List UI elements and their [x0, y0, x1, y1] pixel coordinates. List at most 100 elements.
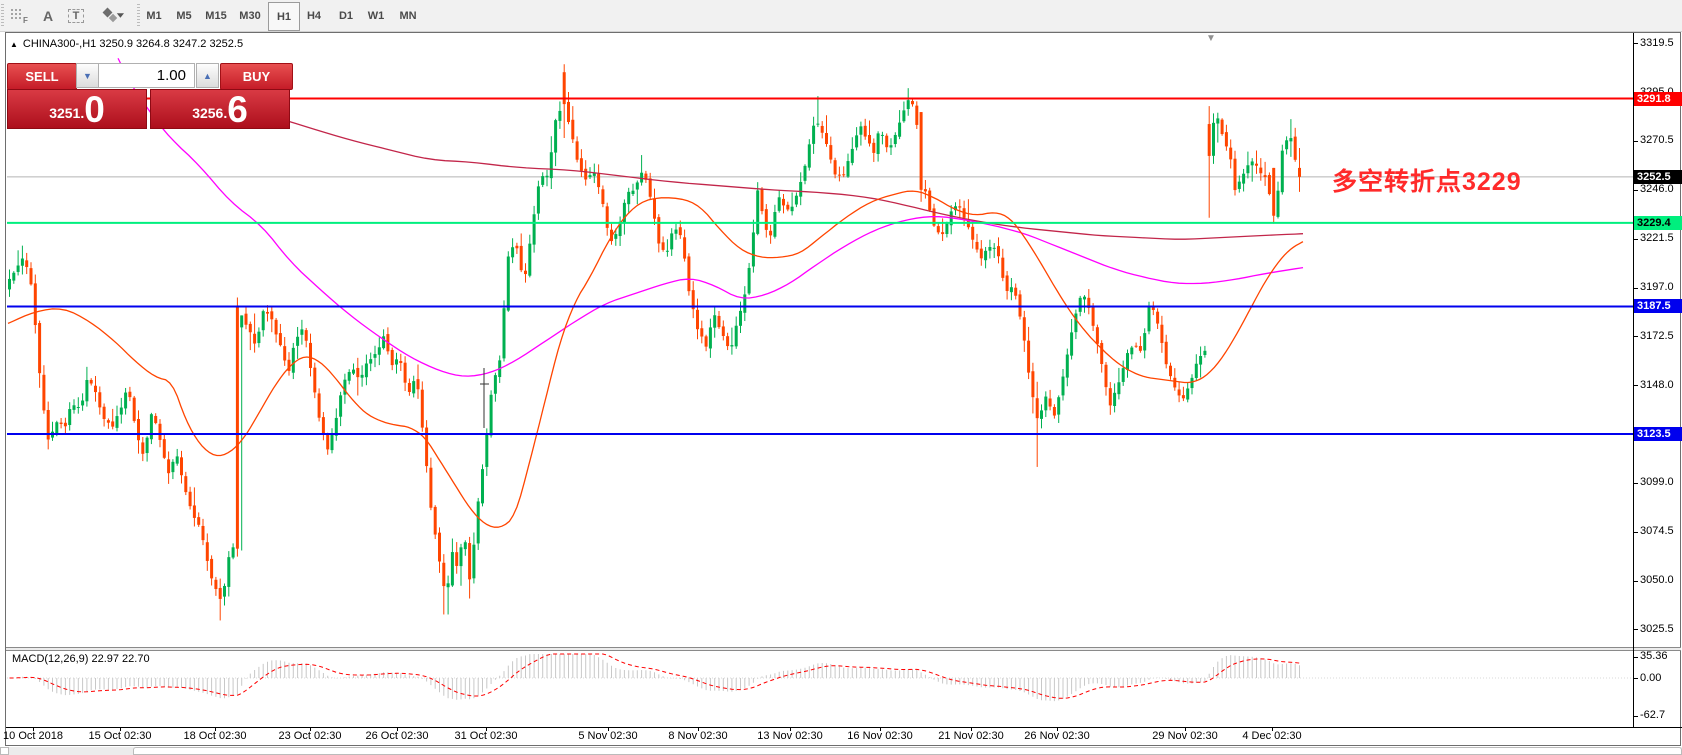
price-tick-dash: [1633, 287, 1638, 289]
price-level-label: 3229.4: [1634, 215, 1682, 230]
price-level-label: 3187.5: [1634, 299, 1682, 314]
timeframe-button-h1[interactable]: H1: [268, 2, 300, 31]
shapes-icon: [102, 7, 124, 22]
date-tick-dash: [698, 727, 699, 731]
price-chart-canvas[interactable]: [0, 33, 1682, 647]
price-tick-label: 3221.5: [1640, 232, 1674, 245]
one-click-trade-panel: SELL ▼ ▲ BUY 3251.0 3256.6: [7, 57, 293, 129]
macd-tick-dash: [1633, 656, 1638, 658]
price-level-label: 3252.5: [1634, 169, 1682, 184]
sell-price-main: 3251.: [49, 105, 85, 121]
date-tick-label: 4 Dec 02:30: [1242, 730, 1302, 742]
date-tick-dash: [1057, 727, 1058, 731]
volume-increase-button[interactable]: ▲: [196, 63, 219, 88]
buy-price-main: 3256.: [192, 105, 228, 121]
price-tick-dash: [1633, 140, 1638, 142]
panel-splitter[interactable]: [6, 647, 1681, 651]
date-tick-label: 16 Nov 02:30: [847, 730, 913, 742]
date-tick-dash: [971, 727, 972, 731]
buy-price-tile[interactable]: 3256. 6: [150, 89, 290, 129]
svg-text:F: F: [23, 16, 28, 25]
scrollbar-thumb[interactable]: [133, 747, 1682, 755]
date-tick-dash: [215, 727, 216, 731]
price-tick-label: 3319.5: [1640, 36, 1674, 49]
scrollbar-left-button[interactable]: [0, 747, 9, 755]
date-tick-label: 26 Nov 02:30: [1024, 730, 1090, 742]
date-tick-dash: [1185, 727, 1186, 731]
timeframe-button-d1[interactable]: D1: [338, 9, 354, 22]
volume-decrease-button[interactable]: ▼: [76, 63, 99, 88]
price-tick-dash: [1633, 531, 1638, 533]
price-tick-dash: [1633, 482, 1638, 484]
price-tick-label: 3246.0: [1640, 183, 1674, 196]
price-tick-label: 3148.0: [1640, 378, 1674, 391]
label-tool-icon[interactable]: T: [64, 3, 88, 28]
price-tick-dash: [1633, 189, 1638, 191]
symbol-ohlc-text: CHINA300-,H1 3250.9 3264.8 3247.2 3252.5: [22, 38, 244, 50]
bottom-scrollbar: [0, 747, 1682, 755]
date-tick-dash: [33, 727, 34, 731]
toolbar: F A T M1 M5 M15 M30 H1 H4 D1 W1 MN: [0, 0, 1682, 32]
timeframe-button-mn[interactable]: MN: [399, 9, 417, 22]
sell-price-big-digit: 0: [84, 89, 105, 130]
sell-button[interactable]: SELL: [7, 63, 77, 90]
chart-window-frame: [5, 32, 1681, 746]
timeframe-button-m1[interactable]: M1: [146, 9, 162, 22]
toolbar-grip-2[interactable]: [137, 4, 140, 27]
date-tick-label: 26 Oct 02:30: [365, 730, 429, 742]
price-tick-label: 3025.5: [1640, 622, 1674, 635]
shapes-tool-icon[interactable]: [96, 3, 134, 28]
price-tick-dash: [1633, 580, 1638, 582]
ma-fast-line: [7, 190, 1304, 528]
macd-tick-label: 0.00: [1640, 671, 1662, 684]
price-tick-label: 3074.5: [1640, 525, 1674, 538]
ma-medium-line: [117, 57, 1304, 377]
buy-button[interactable]: BUY: [220, 63, 293, 90]
timeframe-button-h4[interactable]: H4: [306, 9, 322, 22]
fibonacci-icon: F: [11, 8, 28, 25]
price-tick-label: 3197.0: [1640, 281, 1674, 294]
date-tick-label: 18 Oct 02:30: [183, 730, 247, 742]
price-tick-label: 3099.0: [1640, 476, 1674, 489]
price-level-label: 3123.5: [1634, 427, 1682, 442]
price-tick-label: 3270.5: [1640, 134, 1674, 147]
timeframe-button-m5[interactable]: M5: [176, 9, 192, 22]
timeframe-button-m15[interactable]: M15: [205, 9, 227, 22]
price-tick-dash: [1633, 385, 1638, 387]
symbol-header: ▲ CHINA300-,H1 3250.9 3264.8 3247.2 3252…: [10, 38, 243, 50]
timeframe-button-w1[interactable]: W1: [367, 9, 385, 22]
buy-price-big-digit: 6: [227, 89, 248, 130]
chart-annotation-text: 多空转折点3229: [1332, 168, 1522, 196]
macd-indicator-canvas[interactable]: [0, 651, 1682, 726]
price-tick-dash: [1633, 238, 1638, 240]
price-tick-label: 3050.0: [1640, 574, 1674, 587]
price-tick-dash: [1633, 336, 1638, 338]
volume-input[interactable]: [98, 63, 195, 88]
price-level-label: 3291.8: [1634, 91, 1682, 106]
macd-signal-line: [9, 653, 1300, 699]
date-tick-dash: [120, 727, 121, 731]
fibonacci-tool-icon[interactable]: F: [6, 3, 32, 28]
date-tick-dash: [608, 727, 609, 731]
date-tick-label: 10 Oct 2018: [3, 730, 63, 742]
price-tick-dash: [1633, 43, 1638, 45]
timeframe-button-m30[interactable]: M30: [239, 9, 261, 22]
macd-tick-dash: [1633, 715, 1638, 717]
chart-shift-marker-icon[interactable]: ▼: [1206, 33, 1216, 44]
text-tool-icon[interactable]: A: [36, 3, 60, 28]
sell-price-tile[interactable]: 3251. 0: [7, 89, 147, 129]
date-tick-label: 21 Nov 02:30: [938, 730, 1004, 742]
collapse-triangle-icon[interactable]: ▲: [10, 39, 18, 49]
date-tick-dash: [486, 727, 487, 731]
date-tick-label: 13 Nov 02:30: [757, 730, 823, 742]
date-tick-label: 15 Oct 02:30: [88, 730, 152, 742]
date-tick-dash: [790, 727, 791, 731]
date-tick-label: 31 Oct 02:30: [454, 730, 518, 742]
toolbar-grip[interactable]: [1, 4, 4, 27]
price-tick-label: 3172.5: [1640, 329, 1674, 342]
macd-tick-label: 35.36: [1640, 650, 1668, 663]
label-tool-glyph: T: [67, 8, 85, 23]
date-tick-dash: [397, 727, 398, 731]
date-tick-label: 8 Nov 02:30: [668, 730, 728, 742]
